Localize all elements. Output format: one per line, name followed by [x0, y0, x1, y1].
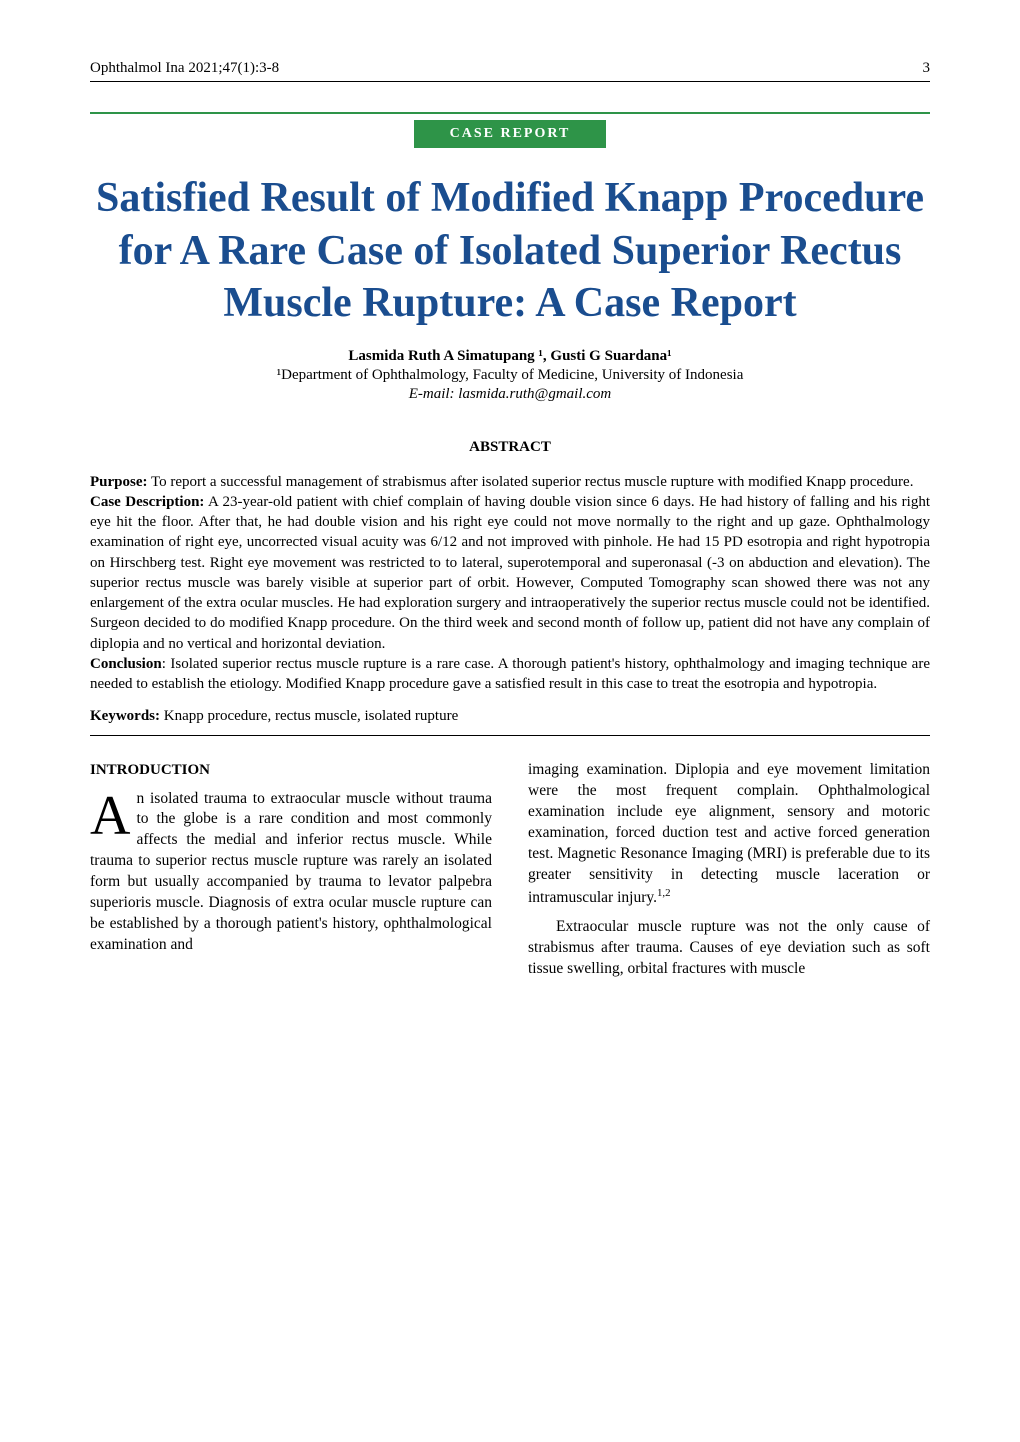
- case-text: A 23-year-old patient with chief complai…: [90, 494, 930, 652]
- keywords-text: Knapp procedure, rectus muscle, isolated…: [160, 708, 458, 724]
- body-columns: INTRODUCTION An isolated trauma to extra…: [90, 760, 930, 979]
- intro-paragraph-2: imaging examination. Diplopia and eye mo…: [528, 760, 930, 909]
- dropcap-letter: A: [90, 789, 136, 841]
- column-left: INTRODUCTION An isolated trauma to extra…: [90, 760, 492, 979]
- page-header: Ophthalmol Ina 2021;47(1):3-8 3: [90, 60, 930, 81]
- badge-top-rule: [90, 112, 930, 114]
- intro-col2-p1-text: imaging examination. Diplopia and eye mo…: [528, 761, 930, 906]
- intro-col1-text: n isolated trauma to extraocular muscle …: [90, 790, 492, 953]
- purpose-label: Purpose:: [90, 474, 148, 490]
- abstract-heading: ABSTRACT: [90, 439, 930, 456]
- conclusion-label: Conclusion: [90, 656, 162, 672]
- abstract-divider: [90, 735, 930, 736]
- column-right: imaging examination. Diplopia and eye mo…: [528, 760, 930, 979]
- badge-container: CASE REPORT: [90, 120, 930, 148]
- author-email: E-mail: lasmida.ruth@gmail.com: [90, 386, 930, 403]
- intro-paragraph-3: Extraocular muscle rupture was not the o…: [528, 917, 930, 980]
- case-report-badge: CASE REPORT: [414, 120, 607, 148]
- abstract-purpose: Purpose: To report a successful manageme…: [90, 472, 930, 695]
- citation-ref-1-2: 1,2: [657, 887, 671, 899]
- purpose-text: To report a successful management of str…: [148, 474, 914, 490]
- header-underline: [90, 81, 930, 82]
- keywords-label: Keywords:: [90, 708, 160, 724]
- article-title: Satisfied Result of Modified Knapp Proce…: [90, 172, 930, 330]
- introduction-heading: INTRODUCTION: [90, 760, 492, 780]
- author-affiliation: ¹Department of Ophthalmology, Faculty of…: [90, 367, 930, 384]
- intro-paragraph-1: An isolated trauma to extraocular muscle…: [90, 789, 492, 956]
- keywords-row: Keywords: Knapp procedure, rectus muscle…: [90, 708, 930, 725]
- journal-reference: Ophthalmol Ina 2021;47(1):3-8: [90, 60, 279, 77]
- case-label: Case Description:: [90, 494, 204, 510]
- author-names: Lasmida Ruth A Simatupang ¹, Gusti G Sua…: [90, 348, 930, 365]
- conclusion-text: : Isolated superior rectus muscle ruptur…: [90, 656, 930, 692]
- page-number: 3: [923, 60, 931, 77]
